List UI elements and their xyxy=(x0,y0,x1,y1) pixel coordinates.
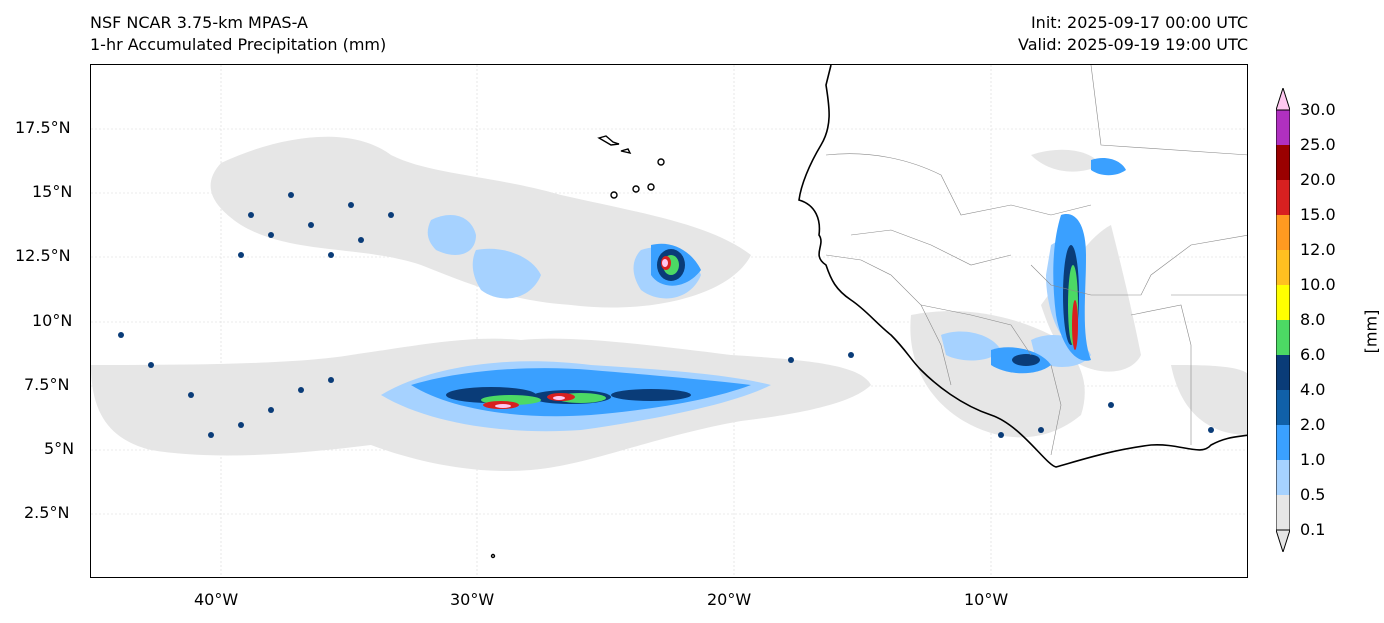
lon-label-40w: 40°W xyxy=(194,590,239,609)
lon-label-20w: 20°W xyxy=(707,590,752,609)
coastline xyxy=(798,65,1247,468)
lat-label-10: 10°N xyxy=(32,311,73,330)
map-canvas xyxy=(91,65,1247,577)
lat-label-5: 5°N xyxy=(44,439,75,458)
lat-label-2-5: 2.5°N xyxy=(24,503,70,522)
colorbar-segment xyxy=(1276,425,1290,460)
colorbar-segment xyxy=(1276,390,1290,425)
colorbar-segment xyxy=(1276,355,1290,390)
colorbar-bottom-extend xyxy=(1276,529,1290,552)
colorbar-tick-label: 2.0 xyxy=(1300,415,1326,434)
islands xyxy=(490,135,665,559)
colorbar-segment xyxy=(1276,180,1290,215)
lat-label-15: 15°N xyxy=(32,182,73,201)
colorbar-segment xyxy=(1276,285,1290,320)
precip-peak xyxy=(495,259,668,408)
colorbar-tick-label: 12.0 xyxy=(1300,240,1336,259)
title-left: NSF NCAR 3.75-km MPAS-A 1-hr Accumulated… xyxy=(90,12,386,56)
init-time: Init: 2025-09-17 00:00 UTC xyxy=(1030,13,1248,32)
colorbar-tick-label: 0.1 xyxy=(1300,520,1326,539)
field-title: 1-hr Accumulated Precipitation (mm) xyxy=(90,35,387,54)
title-right: Init: 2025-09-17 00:00 UTC Valid: 2025-0… xyxy=(1018,12,1248,56)
colorbar-tick-label: 30.0 xyxy=(1300,100,1336,119)
colorbar-tick-label: 20.0 xyxy=(1300,170,1336,189)
colorbar-segment xyxy=(1276,110,1290,145)
lat-label-7-5: 7.5°N xyxy=(24,375,70,394)
colorbar-top-extend xyxy=(1276,88,1290,111)
lat-label-12-5: 12.5°N xyxy=(15,246,71,265)
map-frame xyxy=(90,64,1248,578)
colorbar-tick-label: 10.0 xyxy=(1300,275,1336,294)
colorbar-segment xyxy=(1276,215,1290,250)
colorbar-tick-label: 15.0 xyxy=(1300,205,1336,224)
colorbar-segment xyxy=(1276,250,1290,285)
colorbar-unit-label: [mm] xyxy=(1361,309,1381,354)
colorbar-segment xyxy=(1276,495,1290,530)
lat-label-17-5: 17.5°N xyxy=(15,118,71,137)
scattered-cells xyxy=(118,192,1214,438)
lon-label-10w: 10°W xyxy=(964,590,1009,609)
colorbar-segment xyxy=(1276,320,1290,355)
colorbar-segment xyxy=(1276,460,1290,495)
colorbar-tick-label: 0.5 xyxy=(1300,485,1326,504)
colorbar-tick-label: 1.0 xyxy=(1300,450,1326,469)
model-title: NSF NCAR 3.75-km MPAS-A xyxy=(90,13,308,32)
colorbar-segment xyxy=(1276,145,1290,180)
colorbar-tick-label: 25.0 xyxy=(1300,135,1336,154)
colorbar-tick-label: 4.0 xyxy=(1300,380,1326,399)
country-borders xyxy=(825,65,1247,456)
colorbar-tick-label: 6.0 xyxy=(1300,345,1326,364)
lon-label-30w: 30°W xyxy=(450,590,495,609)
colorbar xyxy=(1276,88,1290,552)
valid-time: Valid: 2025-09-19 19:00 UTC xyxy=(1017,35,1248,54)
colorbar-tick-label: 8.0 xyxy=(1300,310,1326,329)
